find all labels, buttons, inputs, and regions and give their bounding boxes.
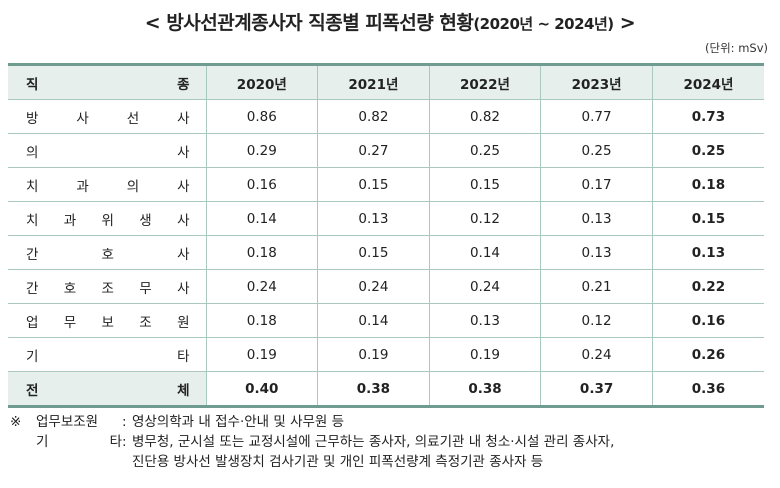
header-year: 2022년 (428, 64, 541, 100)
value-cell: 0.26 (651, 337, 764, 372)
header-row: 직 종 2020년 2021년 2022년 2023년 2024년 (8, 64, 764, 100)
value-cell: 0.25 (651, 133, 764, 168)
table-row: 치 과 위 생 사 0.14 0.13 0.12 0.13 0.15 (8, 201, 764, 236)
job-cell: 간 호 조 무 사 (8, 269, 206, 304)
value-cell: 0.24 (205, 269, 318, 304)
table-row: 의 사 0.29 0.27 0.25 0.25 0.25 (8, 133, 764, 168)
unit-label: (단위: mSv) (705, 41, 768, 55)
value-cell: 0.16 (651, 303, 764, 338)
page-title: < 방사선관계종사자 직종별 피폭선량 현황(2020년 ~ 2024년) > (144, 12, 636, 34)
job-cell: 방 사 선 사 (8, 99, 206, 134)
value-cell: 0.37 (540, 371, 653, 407)
header-year: 2023년 (540, 64, 653, 100)
value-cell: 0.82 (428, 99, 541, 134)
value-cell: 0.19 (317, 337, 430, 372)
value-cell: 0.29 (205, 133, 318, 168)
value-cell: 0.73 (651, 99, 764, 134)
value-cell: 0.13 (540, 201, 653, 236)
value-cell: 0.18 (205, 303, 318, 338)
note-continuation: 진단용 방사선 발생장치 검사기관 및 개인 피폭선량계 측정기관 종사자 등 (132, 454, 544, 470)
note-item: ※ 업무보조원: 영상의학과 내 접수·안내 및 사무원 등 (10, 414, 345, 430)
value-cell: 0.19 (205, 337, 318, 372)
total-row: 전 체 0.40 0.38 0.38 0.37 0.36 (8, 371, 764, 407)
value-cell: 0.19 (428, 337, 541, 372)
job-cell: 기 타 (8, 337, 206, 372)
value-cell: 0.14 (205, 201, 318, 236)
value-cell: 0.15 (651, 201, 764, 236)
value-cell: 0.18 (205, 235, 318, 270)
value-cell: 0.36 (651, 371, 764, 407)
value-cell: 0.16 (205, 167, 318, 202)
value-cell: 0.38 (428, 371, 541, 407)
value-cell: 0.13 (428, 303, 541, 338)
job-cell: 의 사 (8, 133, 206, 168)
header-year: 2021년 (317, 64, 430, 100)
value-cell: 0.40 (205, 371, 318, 407)
value-cell: 0.86 (205, 99, 318, 134)
value-cell: 0.15 (317, 167, 430, 202)
table-row: 간 호 사 0.18 0.15 0.14 0.13 0.13 (8, 235, 764, 270)
value-cell: 0.14 (317, 303, 430, 338)
value-cell: 0.21 (540, 269, 653, 304)
value-cell: 0.27 (317, 133, 430, 168)
value-cell: 0.82 (317, 99, 430, 134)
value-cell: 0.12 (428, 201, 541, 236)
dose-table: 직 종 2020년 2021년 2022년 2023년 2024년 방 사 선 사 0.86… (8, 63, 764, 408)
header-year: 2020년 (205, 64, 318, 100)
value-cell: 0.13 (317, 201, 430, 236)
value-cell: 0.22 (651, 269, 764, 304)
value-cell: 0.25 (540, 133, 653, 168)
value-cell: 0.15 (317, 235, 430, 270)
table-row: 기 타 0.19 0.19 0.19 0.24 0.26 (8, 337, 764, 372)
value-cell: 0.13 (540, 235, 653, 270)
job-cell: 전 체 (8, 371, 206, 407)
note-item: 기 타: 병무청, 군시설 또는 교정시설에 근무하는 종사자, 의료기관 내 … (36, 434, 615, 450)
value-cell: 0.38 (317, 371, 430, 407)
table-row: 업 무 보 조 원 0.18 0.14 0.13 0.12 0.16 (8, 303, 764, 338)
value-cell: 0.25 (428, 133, 541, 168)
header-year: 2024년 (651, 64, 764, 100)
footnotes: ※ 업무보조원: 영상의학과 내 접수·안내 및 사무원 등 기 타: 병무청,… (10, 412, 614, 472)
value-cell: 0.15 (428, 167, 541, 202)
value-cell: 0.24 (540, 337, 653, 372)
job-cell: 간 호 사 (8, 235, 206, 270)
table-row: 간 호 조 무 사 0.24 0.24 0.24 0.21 0.22 (8, 269, 764, 304)
value-cell: 0.24 (317, 269, 430, 304)
value-cell: 0.17 (540, 167, 653, 202)
job-cell: 치 과 의 사 (8, 167, 206, 202)
value-cell: 0.77 (540, 99, 653, 134)
job-cell: 업 무 보 조 원 (8, 303, 206, 338)
header-job: 직 종 (8, 64, 206, 100)
value-cell: 0.12 (540, 303, 653, 338)
note-mark: ※ (10, 414, 22, 430)
value-cell: 0.14 (428, 235, 541, 270)
value-cell: 0.18 (651, 167, 764, 202)
table-row: 치 과 의 사 0.16 0.15 0.15 0.17 0.18 (8, 167, 764, 202)
table-row: 방 사 선 사 0.86 0.82 0.82 0.77 0.73 (8, 99, 764, 134)
value-cell: 0.13 (651, 235, 764, 270)
value-cell: 0.24 (428, 269, 541, 304)
job-cell: 치 과 위 생 사 (8, 201, 206, 236)
